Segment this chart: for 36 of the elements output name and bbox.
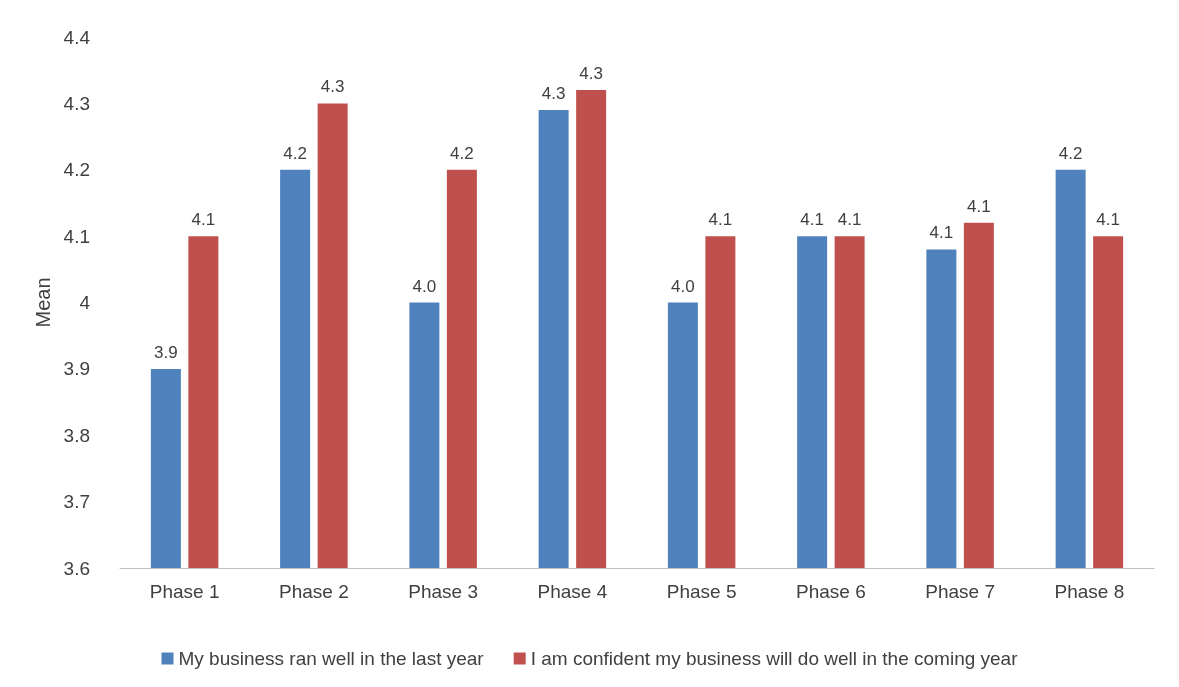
data-label: 4.1	[708, 210, 733, 230]
y-tick-label: 4.1	[63, 225, 90, 247]
y-tick-label: 4.2	[63, 159, 90, 181]
x-tick-label: Phase 6	[796, 581, 866, 602]
y-tick-label: 3.7	[63, 491, 90, 513]
data-label: 3.9	[154, 342, 178, 362]
data-label: 4.0	[412, 276, 437, 296]
y-tick-label: 3.6	[63, 557, 90, 579]
data-label: 4.2	[450, 143, 474, 163]
data-label: 4.3	[541, 84, 566, 104]
y-tick-label: 3.8	[63, 424, 90, 446]
y-tick-label: 4.3	[63, 92, 90, 114]
y-axis-title: Mean	[31, 277, 54, 328]
data-label: 4.3	[579, 64, 603, 84]
y-tick-label: 4.4	[63, 26, 91, 48]
data-label: 4.1	[800, 210, 824, 230]
data-label: 4.1	[837, 210, 862, 230]
legend-label: My business ran well in the last year	[178, 648, 485, 669]
data-label: 4.2	[1058, 143, 1083, 163]
data-label: 4.2	[283, 143, 307, 163]
data-label: 4.1	[929, 223, 954, 243]
data-label: 4.1	[1096, 210, 1120, 230]
x-tick-label: Phase 5	[666, 581, 737, 602]
data-label: 4.1	[191, 210, 216, 230]
data-label: 4.0	[671, 276, 695, 296]
data-label: 4.3	[320, 77, 345, 97]
data-label: 4.1	[967, 196, 991, 216]
x-tick-label: Phase 4	[537, 581, 608, 602]
y-tick-label: 3.9	[63, 358, 90, 380]
x-tick-label: Phase 1	[149, 581, 220, 602]
x-tick-label: Phase 7	[925, 581, 995, 602]
y-tick-label: 4	[79, 292, 91, 313]
x-tick-label: Phase 3	[408, 581, 478, 602]
x-tick-label: Phase 8	[1054, 581, 1125, 602]
legend-label: I am confident my business will do well in the coming year	[530, 648, 1019, 669]
x-tick-label: Phase 2	[279, 581, 349, 602]
